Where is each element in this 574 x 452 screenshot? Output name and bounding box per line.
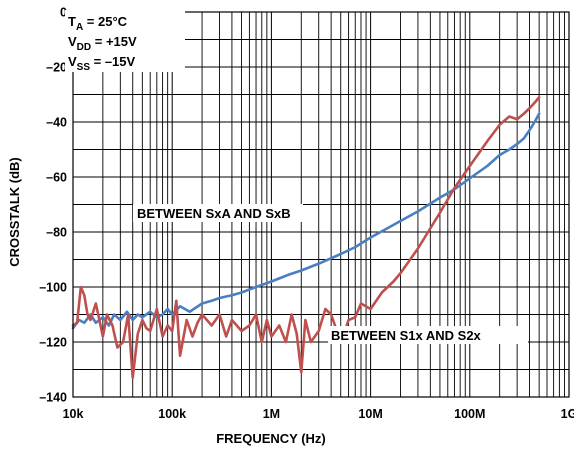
y-tick-labels: 0 –20 –40 –60 –80 –100 –120 –140	[39, 6, 67, 405]
series-layer	[71, 95, 541, 380]
x-tick-labels: 10k 100k 1M 10M 100M 1G	[63, 407, 574, 421]
series-label-sxa-sxb-text: BETWEEN SxA AND SxB	[137, 206, 291, 221]
x-tick-label: 10k	[63, 407, 84, 421]
y-tick-label: –80	[46, 226, 67, 240]
x-tick-label: 10M	[358, 407, 382, 421]
y-tick-label: –100	[39, 281, 67, 295]
x-tick-label: 1M	[263, 407, 280, 421]
conditions-annotation: TA = 25°C VDD = +15V VSS = –15V	[65, 10, 185, 73]
y-tick-label: –60	[46, 171, 67, 185]
condition-vss: VSS = –15V	[68, 54, 136, 73]
plot-frame	[72, 11, 570, 398]
series-line-0	[71, 112, 541, 330]
x-tick-label: 100M	[454, 407, 485, 421]
x-axis-label: FREQUENCY (Hz)	[216, 431, 326, 446]
series-line-1	[71, 95, 541, 380]
condition-vdd: VDD = +15V	[68, 34, 137, 53]
series-label-s1x-s2x-text: BETWEEN S1x AND S2x	[331, 328, 482, 343]
condition-ta: TA = 25°C	[68, 14, 128, 33]
x-tick-label: 100k	[158, 407, 186, 421]
y-axis-label: CROSSTALK (dB)	[7, 157, 22, 267]
y-tick-label: –40	[46, 116, 67, 130]
y-tick-label: –20	[46, 61, 67, 75]
x-tick-label: 1G	[561, 407, 574, 421]
series-label-sxa-sxb: BETWEEN SxA AND SxB	[133, 204, 303, 222]
y-tick-label: –140	[39, 391, 67, 405]
y-tick-label: 0	[60, 6, 67, 20]
series-label-s1x-s2x: BETWEEN S1x AND S2x	[328, 326, 528, 344]
y-tick-label: –120	[39, 336, 67, 350]
